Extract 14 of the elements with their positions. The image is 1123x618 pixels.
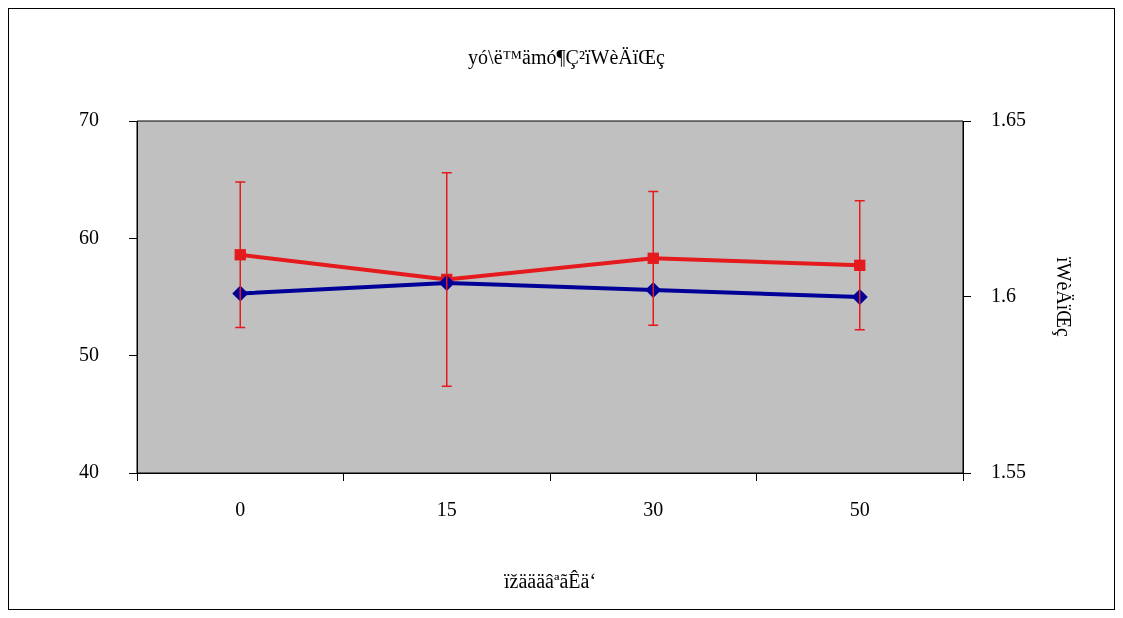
x-tick-label: 0: [235, 498, 246, 521]
y2-tick-label: 1.65: [991, 108, 1026, 131]
y-tick-label: 70: [79, 108, 99, 131]
x-tick-label: 50: [849, 498, 870, 521]
y2-tick-label: 1.6: [991, 284, 1016, 307]
x-tick-label: 30: [643, 498, 664, 521]
x-tick-label: 15: [436, 498, 457, 521]
y-tick-label: 60: [79, 225, 99, 248]
y2-axis-title: ïWèÄïŒç: [1051, 256, 1075, 338]
chart-title: yó\ë™ämó¶Ç²ïWèÄïŒç: [468, 46, 666, 70]
y-tick-label: 40: [79, 460, 99, 483]
x-axis-title: ïžäääâªãÊä‘: [502, 570, 597, 593]
y2-tick-label: 1.55: [991, 460, 1026, 483]
y-tick-label: 50: [79, 342, 99, 365]
